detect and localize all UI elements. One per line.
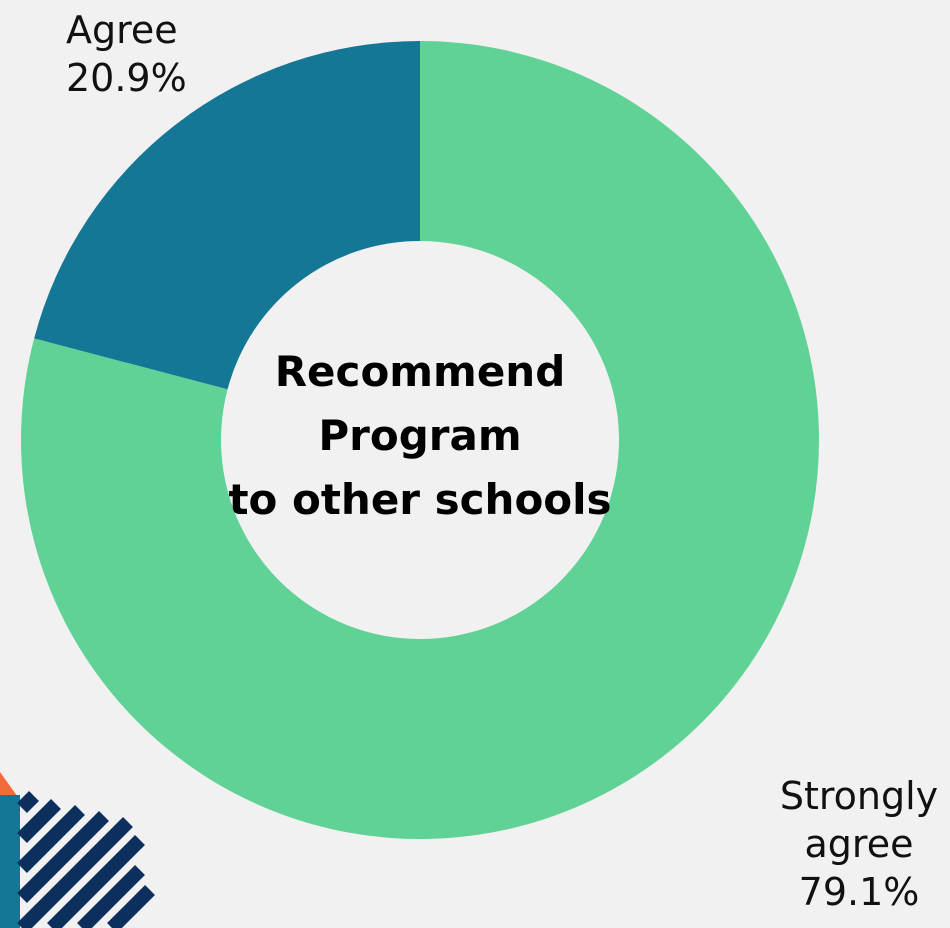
data-label-agree: Agree 20.9% bbox=[66, 6, 187, 102]
decoration-block bbox=[0, 795, 20, 928]
donut-slices bbox=[20, 41, 820, 840]
slice-strongly-agree bbox=[20, 41, 820, 840]
title-line-2: Program bbox=[318, 411, 522, 460]
data-label-strongly-agree: Strongly agree 79.1% bbox=[770, 772, 948, 916]
title-line-3: to other schools bbox=[228, 475, 612, 524]
slice-value-agree: 20.9% bbox=[66, 56, 187, 100]
slice-label-agree: Agree bbox=[66, 8, 178, 52]
slice-value-strongly-agree: 79.1% bbox=[798, 870, 920, 914]
title-line-1: Recommend bbox=[274, 347, 566, 396]
slice-label-strongly-agree-line1: Strongly bbox=[779, 774, 939, 818]
decoration-stripes bbox=[17, 791, 155, 928]
slice-label-strongly-agree-line2: agree bbox=[804, 822, 914, 866]
slice-agree bbox=[34, 41, 420, 390]
corner-decoration bbox=[0, 772, 155, 928]
chart-center-title: Recommend Program to other schools bbox=[220, 340, 620, 532]
